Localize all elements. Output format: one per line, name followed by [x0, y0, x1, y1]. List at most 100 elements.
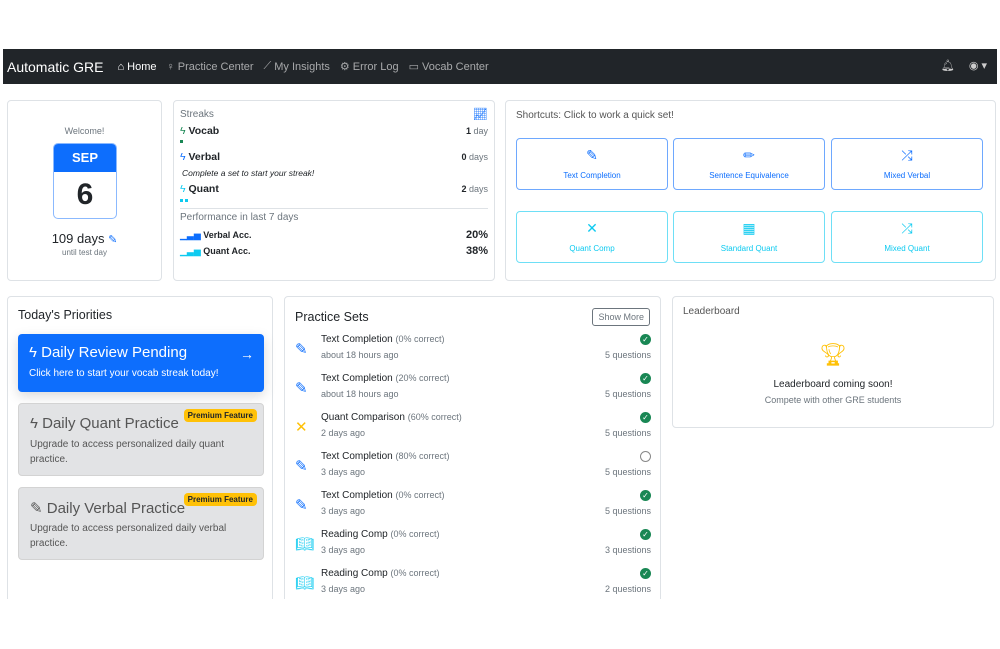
page: Automatic GRE ⌂ Home ♀ Practice Center ⟋ My… — [0, 49, 1000, 599]
set-name: Reading Comp — [321, 529, 388, 540]
book-icon: 📖︎ — [295, 575, 315, 592]
shortcut-text-completion[interactable]: ✎ Text Completion — [516, 138, 668, 190]
check-circle-icon: ✓ — [640, 529, 651, 540]
lightning-icon: ϟ — [180, 151, 186, 163]
shortcut-quant-comp[interactable]: ✕ Quant Comp — [516, 211, 668, 263]
premium-badge: Premium Feature — [183, 409, 257, 422]
check-circle-icon: ✓ — [640, 490, 651, 501]
practice-title: Practice Sets — [295, 310, 369, 324]
pencil-icon: ✏︎ — [743, 147, 755, 163]
set-score: (0% correct) — [390, 529, 440, 539]
nav-home[interactable]: ⌂ Home — [117, 60, 157, 73]
set-score: (60% correct) — [407, 412, 462, 422]
bell-icon[interactable]: 🔔︎ — [940, 60, 955, 72]
quant-accuracy: 38% — [465, 245, 488, 257]
set-time: 3 days ago — [321, 467, 366, 477]
arrows-collapse-icon: ✕ — [586, 220, 598, 236]
pencil-square-icon: ✎ — [586, 147, 598, 163]
shortcut-sentence-equivalence[interactable]: ✏︎ Sentence Equivalence — [673, 138, 825, 190]
user-menu-icon[interactable]: ◉ ▾ — [968, 60, 987, 72]
shortcut-mixed-verbal[interactable]: ⤮ Mixed Verbal — [831, 138, 983, 190]
calendar: SEP 6 — [53, 143, 117, 219]
set-name: Reading Comp — [321, 568, 388, 579]
show-more-button[interactable]: Show More — [592, 308, 650, 326]
circle-icon — [640, 451, 651, 462]
shortcut-mixed-quant[interactable]: ⤮ Mixed Quant — [831, 211, 983, 263]
set-name: Text Completion — [321, 490, 393, 501]
set-question-count: 2 questions — [604, 584, 651, 594]
practice-set-item[interactable]: 📖︎ Reading Comp (0% correct) 3 days ago … — [293, 529, 651, 568]
set-question-count: 3 questions — [604, 545, 651, 555]
bug-icon: ⚙ — [339, 61, 350, 73]
set-time: 3 days ago — [321, 545, 366, 555]
days-left: 109 days — [51, 231, 105, 246]
navbar: Automatic GRE ⌂ Home ♀ Practice Center ⟋ My… — [3, 49, 997, 84]
nav-vocab-center[interactable]: ▭ Vocab Center — [408, 60, 489, 74]
check-circle-icon: ✓ — [640, 412, 651, 423]
daily-quant-practice[interactable]: Premium Feature ϟ Daily Quant Practice U… — [18, 403, 264, 476]
set-score: (80% correct) — [395, 451, 450, 461]
check-circle-icon: ✓ — [640, 568, 651, 579]
bar-chart-icon: ▁▃▅ — [180, 245, 201, 256]
set-score: (20% correct) — [395, 373, 450, 383]
set-question-count: 5 questions — [604, 506, 651, 516]
pencil-square-icon: ✎ — [295, 497, 308, 514]
set-score: (0% correct) — [395, 334, 445, 344]
set-time: 3 days ago — [321, 506, 366, 516]
practice-set-item[interactable]: ✕ Quant Comparison (60% correct) 2 days … — [293, 412, 651, 451]
set-time: about 18 hours ago — [321, 389, 399, 399]
leaderboard-card: Leaderboard 🏆︎ Leaderboard coming soon! … — [672, 296, 994, 428]
practice-sets-card: Practice Sets Show More ✎ Text Completio… — [284, 296, 661, 599]
streaks-title: Streaks — [180, 108, 214, 120]
practice-set-item[interactable]: 📖︎ Reading Comp (0% correct) 3 days ago … — [293, 568, 651, 599]
daily-review-button[interactable]: ϟ Daily Review Pending → Click here to s… — [18, 334, 264, 392]
pencil-square-icon: ✎ — [295, 380, 308, 397]
streak-note: Complete a set to start your streak! — [182, 168, 315, 178]
check-circle-icon: ✓ — [640, 334, 651, 345]
daily-verbal-practice[interactable]: Premium Feature ✎ Daily Verbal Practice … — [18, 487, 264, 560]
priorities-title: Today's Priorities — [18, 308, 113, 322]
nav-practice-center[interactable]: ♀ Practice Center — [166, 60, 254, 73]
edit-date-icon[interactable]: ✎ — [108, 234, 118, 246]
house-icon: ⌂ — [117, 60, 125, 73]
until-label: until test day — [62, 248, 107, 257]
practice-set-item[interactable]: ✎ Text Completion (0% correct) 3 days ag… — [293, 490, 651, 529]
book-icon: 📖︎ — [295, 536, 315, 553]
set-name: Text Completion — [321, 334, 393, 345]
lightning-icon: ϟ — [180, 125, 186, 137]
graph-icon: ⟋ — [263, 60, 272, 72]
nav-error-log[interactable]: ⚙ Error Log — [339, 60, 399, 74]
leaderboard-sub: Compete with other GRE students — [764, 395, 902, 405]
set-score: (0% correct) — [395, 490, 445, 500]
practice-set-item[interactable]: ✎ Text Completion (80% correct) 3 days a… — [293, 451, 651, 490]
set-score: (0% correct) — [390, 568, 440, 578]
chart-icon[interactable]: 📈︎ — [472, 107, 488, 121]
lightbulb-icon: ♀ — [166, 60, 175, 73]
arrows-collapse-icon: ✕ — [295, 419, 308, 436]
set-question-count: 5 questions — [604, 428, 651, 438]
pencil-square-icon: ✎ — [295, 458, 308, 475]
nav-my-insights[interactable]: ⟋ My Insights — [263, 60, 330, 73]
lightning-icon: ϟ — [180, 183, 186, 195]
streak-dots — [180, 140, 183, 143]
check-circle-icon: ✓ — [640, 373, 651, 384]
practice-set-item[interactable]: ✎ Text Completion (0% correct) about 18 … — [293, 334, 651, 373]
trophy-icon: 🏆︎ — [819, 342, 847, 367]
shortcut-standard-quant[interactable]: ▦ Standard Quant — [673, 211, 825, 263]
brand[interactable]: Automatic GRE — [7, 58, 104, 75]
welcome-card: Welcome! SEP 6 109 days ✎ until test day — [7, 100, 162, 281]
lightning-icon: ϟ — [30, 415, 38, 432]
pencil-square-icon: ✎ — [295, 341, 308, 358]
practice-set-item[interactable]: ✎ Text Completion (20% correct) about 18… — [293, 373, 651, 412]
priorities-card: Today's Priorities ϟ Daily Review Pendin… — [7, 296, 273, 599]
verbal-accuracy: 20% — [465, 229, 488, 241]
welcome-text: Welcome! — [64, 126, 105, 136]
shortcuts-card: Shortcuts: Click to work a quick set! ✎ T… — [505, 100, 996, 281]
set-name: Text Completion — [321, 373, 393, 384]
set-time: 2 days ago — [321, 428, 366, 438]
lightning-icon: ϟ — [29, 344, 37, 361]
calendar-day: 6 — [76, 178, 94, 211]
set-name: Quant Comparison — [321, 412, 405, 423]
arrow-right-icon: → — [240, 346, 254, 362]
shuffle-icon: ⤮ — [901, 147, 913, 163]
